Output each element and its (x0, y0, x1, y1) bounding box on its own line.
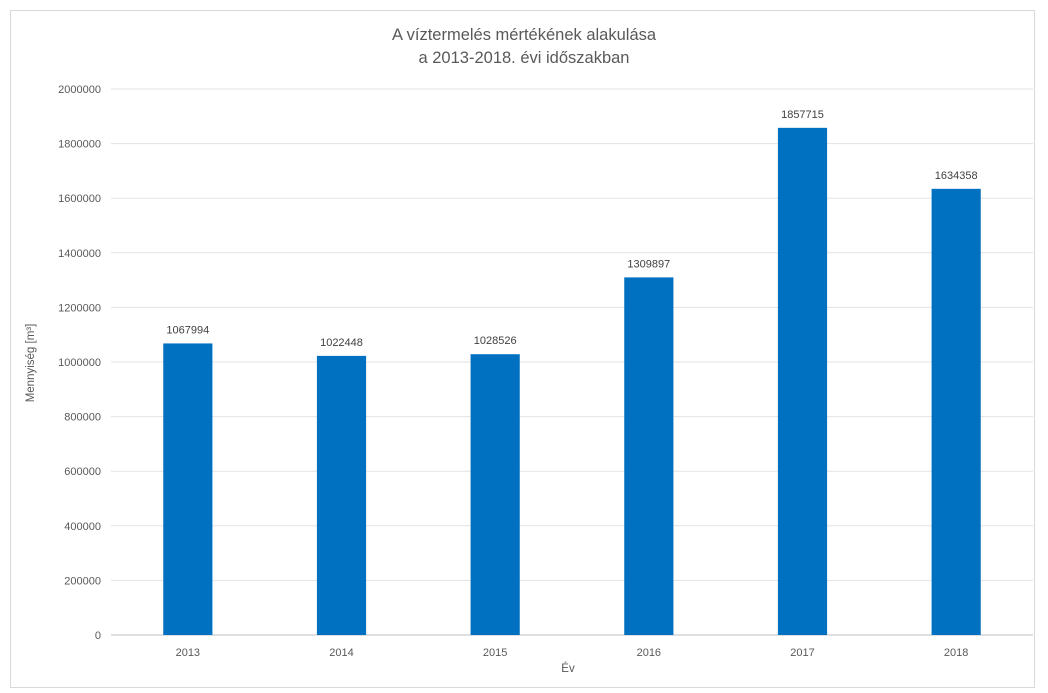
y-tick-label: 800000 (64, 412, 101, 424)
data-label-2014: 1022448 (320, 337, 363, 349)
y-tick-label: 200000 (64, 575, 101, 587)
x-tick-label-2016: 2016 (637, 647, 661, 659)
data-label-2013: 1067994 (166, 324, 209, 336)
y-tick-label: 1800000 (58, 139, 101, 151)
x-tick-label-2018: 2018 (944, 647, 968, 659)
x-tick-label-2013: 2013 (176, 647, 200, 659)
bar-chart: A víztermelés mértékének alakulása a 201… (25, 26, 1033, 675)
y-tick-label: 1000000 (58, 357, 101, 369)
x-axis-title: Év (561, 662, 575, 675)
bar-2015 (470, 354, 520, 635)
y-axis-ticks: 0 200000 400000 600000 800000 1000000 1200000 1… (58, 84, 101, 642)
x-tick-label-2017: 2017 (790, 647, 814, 659)
data-labels: 1067994 1022448 1028526 1309897 1857715 16343… (166, 109, 977, 349)
gridlines (111, 88, 1033, 636)
data-label-2017: 1857715 (781, 109, 824, 121)
x-tick-label-2015: 2015 (483, 647, 507, 659)
bar-2016 (624, 277, 674, 635)
chart-title-line-1: A víztermelés mértékének alakulása (392, 26, 657, 44)
x-axis-ticks: 2013 2014 2015 2016 2017 2018 (176, 647, 969, 659)
bar-2017 (777, 127, 828, 635)
bar-2018 (931, 188, 981, 636)
y-axis-title: Mennyiség [m³] (25, 324, 37, 403)
bars (163, 127, 981, 636)
y-tick-label: 2000000 (58, 84, 101, 96)
chart-area: A víztermelés mértékének alakulása a 201… (10, 10, 1035, 688)
data-label-2015: 1028526 (474, 335, 517, 347)
data-label-2018: 1634358 (935, 170, 978, 182)
y-tick-label: 1400000 (58, 248, 101, 260)
y-tick-label: 1600000 (58, 193, 101, 205)
y-tick-label: 0 (95, 630, 101, 642)
bar-2013 (163, 343, 213, 635)
chart-title-line-2: a 2013-2018. évi időszakban (419, 49, 630, 67)
y-tick-label: 600000 (64, 466, 101, 478)
y-tick-label: 400000 (64, 521, 101, 533)
y-tick-label: 1200000 (58, 302, 101, 314)
x-tick-label-2014: 2014 (329, 647, 353, 659)
data-label-2016: 1309897 (627, 258, 670, 270)
bar-2014 (316, 355, 367, 635)
